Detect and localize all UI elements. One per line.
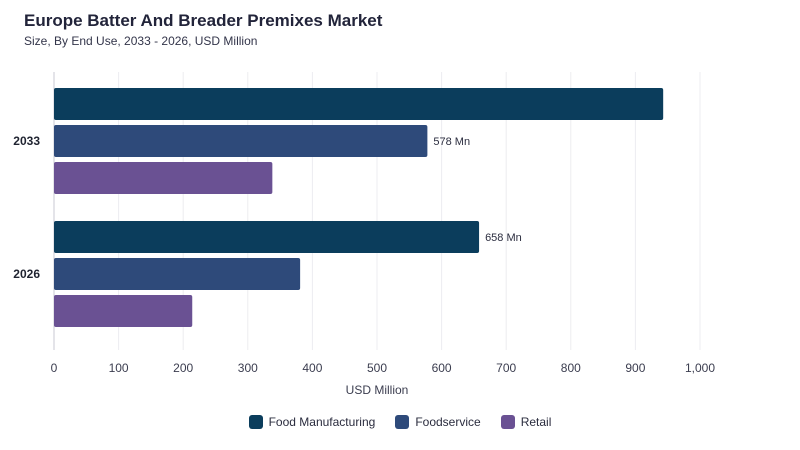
x-tick-label: 800 [561,361,581,375]
legend-label: Food Manufacturing [268,415,376,429]
legend-label: Foodservice [415,415,481,429]
x-tick-label: 500 [367,361,387,375]
x-tick-label: 400 [302,361,322,375]
x-axis-title: USD Million [346,383,409,397]
bar [54,162,273,194]
bar [54,88,664,120]
bar-chart: 0 100 200 300 400 500 600 700 800 900 1,000 2033 578… [13,72,715,397]
bars [54,88,664,327]
x-tick-label: 700 [496,361,516,375]
legend-label: Retail [520,415,552,429]
bar [54,295,193,327]
data-label: 578 Mn [433,136,470,148]
x-tick-label: 900 [625,361,645,375]
legend-swatch [500,415,515,429]
legend-swatch [395,415,410,429]
legend-item[interactable]: Retail [500,415,552,429]
x-tick-label: 600 [432,361,452,375]
bar [54,125,428,157]
x-tick-label: 100 [109,361,129,375]
bar [54,258,301,290]
legend-item[interactable]: Food Manufacturing [248,415,376,429]
chart-subtitle: Size, By End Use, 2033 - 2026, USD Milli… [24,34,258,48]
category-label: 2033 [13,134,40,148]
labels: 0 100 200 300 400 500 600 700 800 900 1,000 2033 578… [13,134,715,375]
data-label: 658 Mn [485,232,522,244]
category-label: 2026 [13,267,40,281]
x-tick-label: 200 [173,361,193,375]
chart-legend: Food Manufacturing Foodservice Retail [0,415,800,429]
x-tick-label: 1,000 [685,361,715,375]
legend-swatch [248,415,263,429]
legend-item[interactable]: Foodservice [395,415,481,429]
bar [54,221,480,253]
x-tick-label: 0 [51,361,58,375]
x-tick-label: 300 [238,361,258,375]
chart-title: Europe Batter And Breader Premixes Marke… [24,11,383,30]
